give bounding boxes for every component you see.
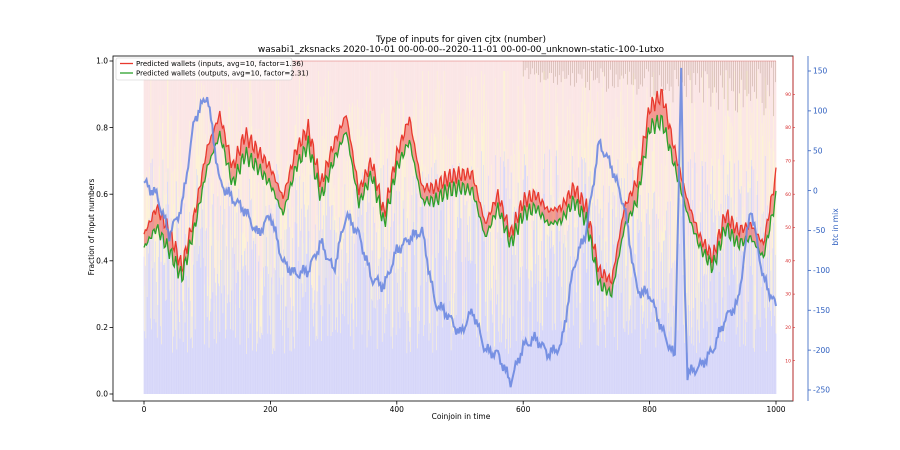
x-tick-label: 1000 <box>766 405 785 414</box>
blue-tick-label: -250 <box>813 386 830 395</box>
red-tick-label: 20 <box>785 325 791 331</box>
blue-tick-label: 100 <box>813 107 828 116</box>
background-bands <box>143 61 777 394</box>
blue-tick-label: -100 <box>813 266 830 275</box>
plot-inner <box>143 60 777 394</box>
red-tick-label: 50 <box>785 225 791 231</box>
blue-tick-label: -200 <box>813 346 830 355</box>
y-axis-blue: -250 -200 -150 -100 -50 0 50 100 150 <box>807 56 830 401</box>
x-axis-label: Coinjoin in time <box>432 412 491 421</box>
blue-tick-label: -150 <box>813 306 830 315</box>
x-tick-label: 400 <box>390 405 405 414</box>
red-tick-label: 40 <box>785 258 791 264</box>
series-line-btc <box>143 67 777 388</box>
x-tick-label: 800 <box>642 405 657 414</box>
plot-area <box>112 55 794 402</box>
legend-entry: Predicted wallets (inputs, avg=10, facto… <box>136 60 304 68</box>
y-tick-label: 0.2 <box>96 323 108 332</box>
red-tick-label: 30 <box>785 292 791 298</box>
y-tick-label: 0.6 <box>96 190 108 199</box>
legend-entry: Predicted wallets (outputs, avg=10, fact… <box>136 69 309 77</box>
y2-axis-label: btc in mix <box>831 208 840 246</box>
y-tick-label: 0.8 <box>96 123 108 132</box>
chart-title: Type of inputs for given cjtx (number) <box>375 35 546 45</box>
blue-tick-label: 150 <box>813 67 828 76</box>
chart-subtitle: wasabi1_zksnacks 2020-10-01 00-00-00--20… <box>258 45 665 55</box>
blue-tick-label: 50 <box>813 146 823 155</box>
x-tick-label: 0 <box>142 405 147 414</box>
y-tick-label: 0.4 <box>96 257 108 266</box>
series-line-outputs <box>143 114 777 299</box>
x-tick-label: 600 <box>516 405 531 414</box>
y-tick-label: 0.0 <box>96 390 108 399</box>
red-tick-label: 90 <box>785 92 791 98</box>
x-tick-label: 200 <box>263 405 278 414</box>
series-line-inputs <box>143 88 777 285</box>
red-tick-label: 60 <box>785 192 791 198</box>
legend: Predicted wallets (inputs, avg=10, facto… <box>115 57 309 81</box>
legend-box <box>115 57 293 81</box>
top-streaks <box>522 61 776 117</box>
x-axis: 0 200 400 600 800 1000 <box>142 401 786 414</box>
red-tick-label: 80 <box>785 125 791 131</box>
blue-tick-label: -50 <box>813 226 825 235</box>
blue-tick-label: 0 <box>813 186 818 195</box>
y-axis-left: 0.0 0.2 0.4 0.6 0.8 1.0 <box>96 57 113 399</box>
red-tick-label: 10 <box>785 358 791 364</box>
red-tick-label: 70 <box>785 159 791 165</box>
y-axis-label: Fraction of input numbers <box>87 179 96 276</box>
y-tick-label: 1.0 <box>96 57 108 66</box>
y-axis-red: 10 20 30 40 50 60 70 80 90 <box>785 56 795 401</box>
